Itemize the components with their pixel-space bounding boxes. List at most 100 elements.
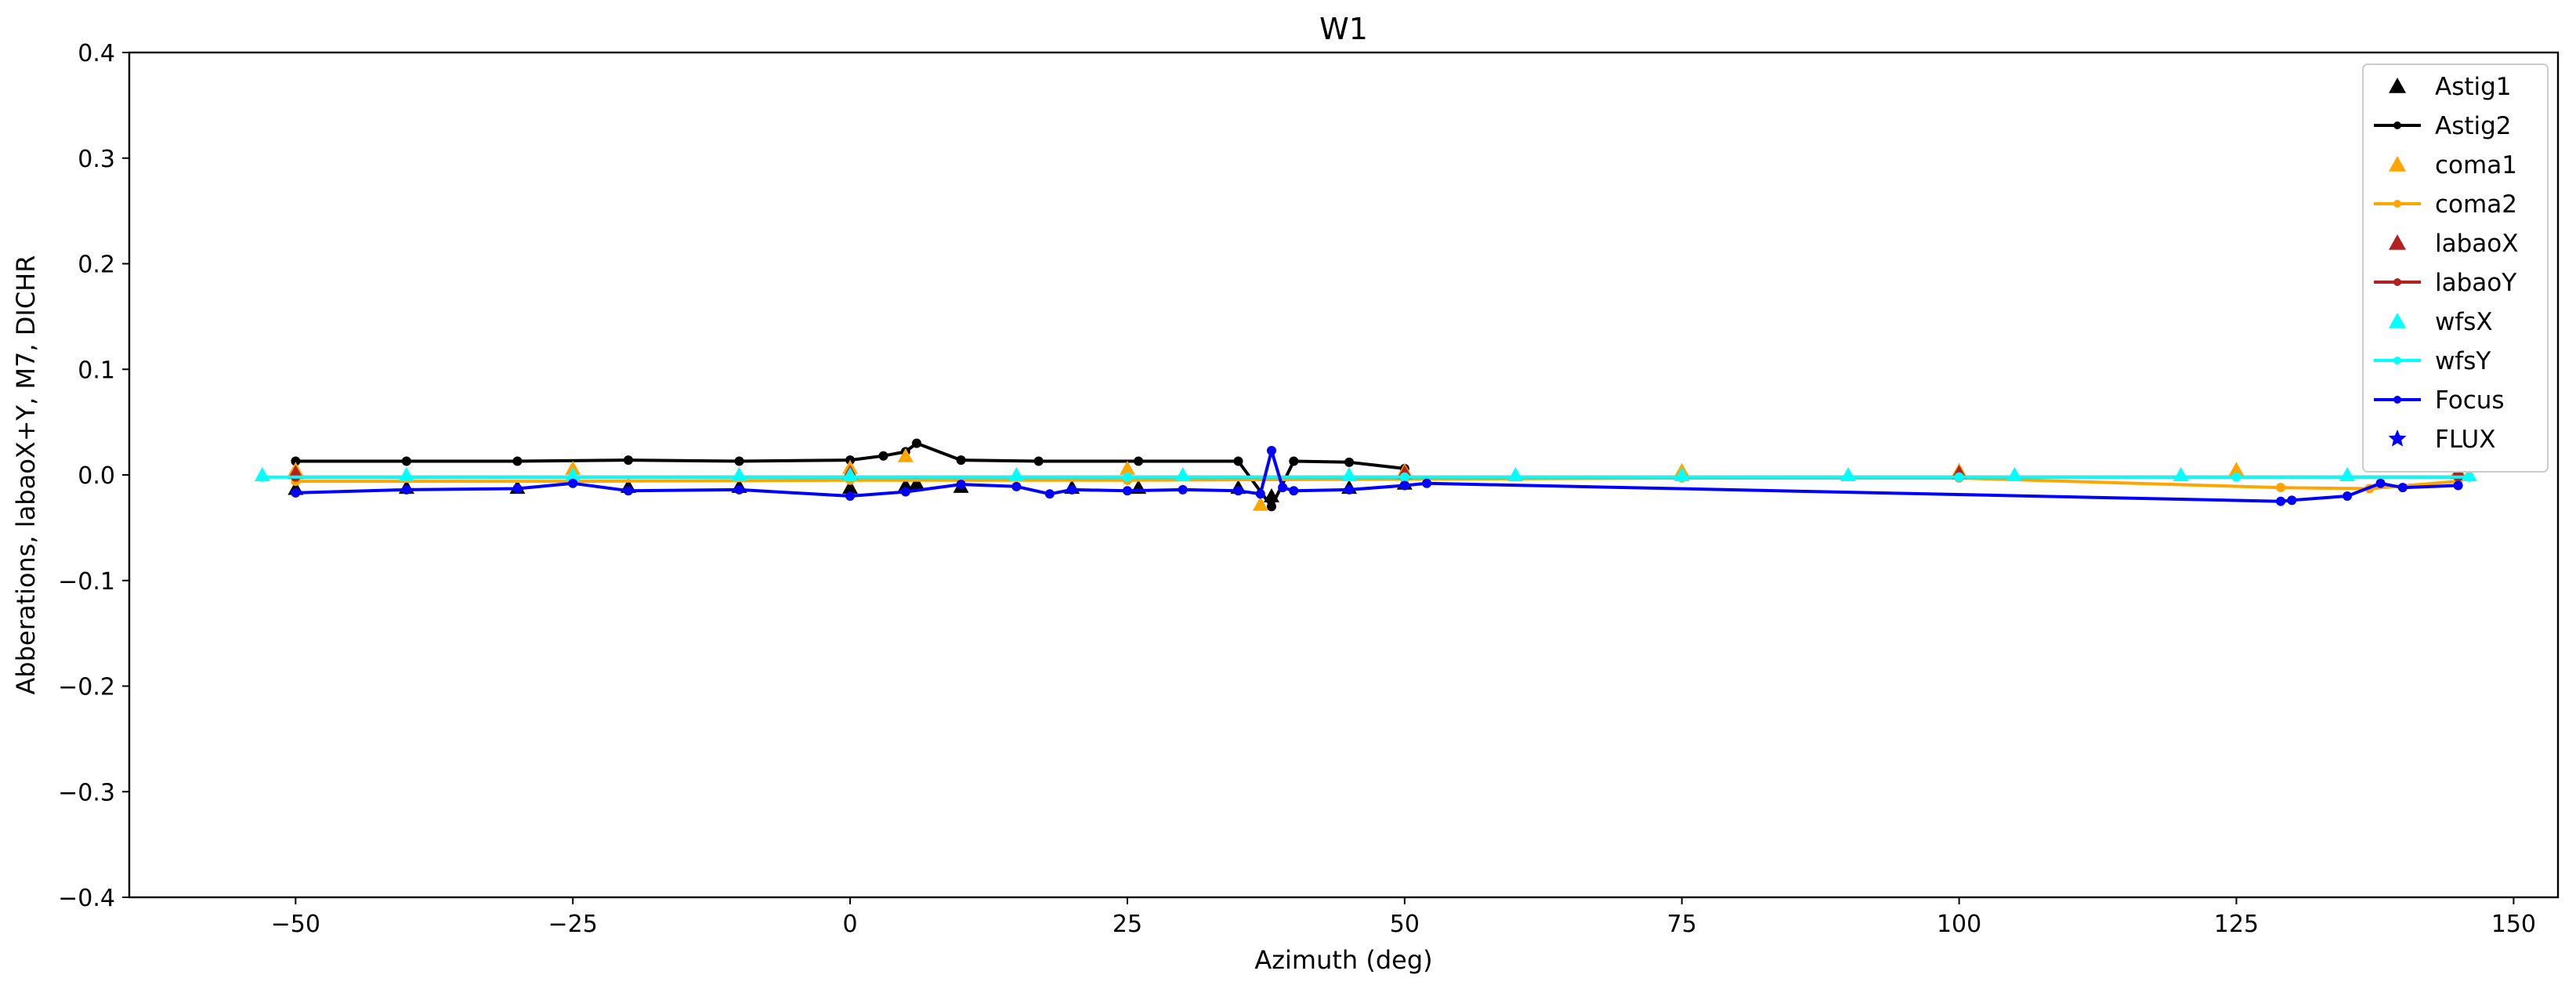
data-point-focus (2343, 491, 2353, 501)
legend-marker-labaox (2389, 234, 2406, 250)
plot-frame (128, 51, 2560, 899)
y-tick-label: 0.1 (78, 357, 115, 384)
data-point-astig1 (897, 477, 914, 492)
data-point-wfsy (2231, 472, 2241, 482)
data-point-astig2 (1033, 456, 1044, 466)
y-axis-label: Abberations, labaoX+Y, M7, DICHR (11, 255, 41, 695)
data-point-wfsy (2464, 472, 2474, 482)
legend-marker-astig1 (2389, 78, 2406, 93)
data-point-focus (291, 487, 301, 498)
data-point-focus (1233, 486, 1243, 496)
data-point-focus (2375, 478, 2386, 488)
legend-label-astig1: Astig1 (2435, 73, 2512, 101)
legend-label-labaoy: labaoY (2435, 269, 2516, 297)
data-point-astig2 (956, 455, 966, 466)
data-point-coma1 (1252, 496, 1268, 511)
data-point-focus (1399, 480, 1409, 491)
legend-label-flux: FLUX (2435, 426, 2496, 454)
data-point-focus (1011, 481, 1022, 491)
legend-box (2362, 63, 2549, 473)
y-tick-label: −0.2 (58, 674, 115, 701)
y-tick-label: 0.2 (78, 252, 115, 279)
data-point-astig2 (1233, 456, 1243, 466)
legend-label-wfsy: wfsY (2435, 347, 2491, 375)
data-point-wfsy (845, 472, 856, 482)
series-line-focus (295, 449, 2458, 503)
data-point-wfsy (1677, 472, 1687, 482)
data-point-wfsx (398, 467, 414, 481)
y-tick-label: −0.3 (58, 779, 115, 806)
data-point-astig2 (912, 438, 922, 448)
legend: Astig1 Astig2 coma1 coma2 labaoX labaoY wfsX wf… (2362, 63, 2549, 473)
data-point-wfsx (2006, 467, 2023, 481)
x-tick-label: 25 (1113, 911, 1142, 938)
x-axis-label: Azimuth (deg) (1254, 945, 1432, 975)
legend-marker-astig2 (2393, 121, 2401, 129)
data-point-focus (1122, 486, 1132, 496)
data-point-wfsx (731, 467, 747, 481)
data-point-astig2 (291, 456, 301, 466)
data-point-astig2 (1289, 456, 1299, 466)
data-point-astig2 (1344, 457, 1355, 467)
series-focus (291, 446, 2463, 506)
data-point-focus (1266, 446, 1276, 456)
y-tick-label: −0.1 (58, 568, 115, 596)
series-layer (254, 438, 2477, 512)
legend-marker-flux (2388, 429, 2407, 447)
x-tick-label: 75 (1667, 911, 1697, 938)
legend-marker-wfsy (2393, 357, 2401, 364)
data-point-astig1 (909, 475, 925, 490)
x-tick-label: 150 (2491, 911, 2536, 938)
legend-label-astig2: Astig2 (2435, 112, 2512, 140)
chart-title: W1 (1319, 12, 1368, 46)
data-point-focus (2276, 496, 2286, 506)
legend-marker-labaoy (2393, 278, 2401, 286)
data-point-focus (900, 487, 910, 497)
data-point-focus (2287, 495, 2297, 505)
data-point-wfsx (1174, 467, 1191, 481)
data-point-focus (1289, 486, 1299, 496)
data-point-astig2 (878, 451, 888, 461)
y-tick-label: 0.4 (78, 40, 115, 67)
data-point-focus (1278, 483, 1288, 493)
data-point-focus (2397, 483, 2408, 493)
data-point-focus (401, 484, 411, 494)
data-point-focus (1067, 484, 1077, 494)
series-wfsy (257, 472, 2474, 482)
x-tick-label: 50 (1390, 911, 1420, 938)
data-point-focus (1178, 484, 1188, 494)
data-point-focus (734, 484, 744, 494)
data-point-wfsy (257, 472, 267, 482)
x-tick-label: 100 (1937, 911, 1981, 938)
data-point-focus (512, 484, 523, 494)
y-tick-label: 0.3 (78, 146, 115, 173)
axes-layer: −50 −25 0 25 50 75 100 125 150 −0.4 −0.3 −0.2 −0.1 0.… (58, 40, 2536, 938)
x-tick-label: 125 (2214, 911, 2259, 938)
data-point-coma1 (897, 447, 914, 462)
data-point-astig2 (1134, 456, 1144, 466)
data-point-coma2 (2276, 483, 2286, 493)
data-point-coma1 (2228, 462, 2245, 476)
data-point-astig2 (734, 456, 744, 466)
data-point-wfsy (1122, 472, 1132, 482)
data-point-focus (845, 491, 856, 501)
legend-label-focus: Focus (2435, 386, 2505, 415)
data-point-wfsx (2173, 467, 2189, 481)
x-tick-label: 0 (843, 911, 858, 938)
data-point-focus (1044, 489, 1055, 499)
x-tick-label: −50 (271, 911, 320, 938)
data-point-focus (1255, 489, 1265, 499)
data-point-wfsx (1008, 467, 1025, 481)
legend-marker-focus (2393, 396, 2401, 404)
data-point-focus (1344, 484, 1355, 494)
data-point-wfsx (2339, 467, 2356, 481)
data-point-wfsx (1840, 467, 1857, 481)
data-point-astig1 (842, 480, 859, 494)
data-point-wfsy (1954, 472, 1964, 482)
data-point-focus (623, 486, 633, 496)
data-point-coma1 (1119, 460, 1135, 475)
data-point-astig2 (623, 455, 633, 466)
data-point-astig2 (512, 456, 523, 466)
legend-marker-wfsx (2389, 313, 2406, 328)
